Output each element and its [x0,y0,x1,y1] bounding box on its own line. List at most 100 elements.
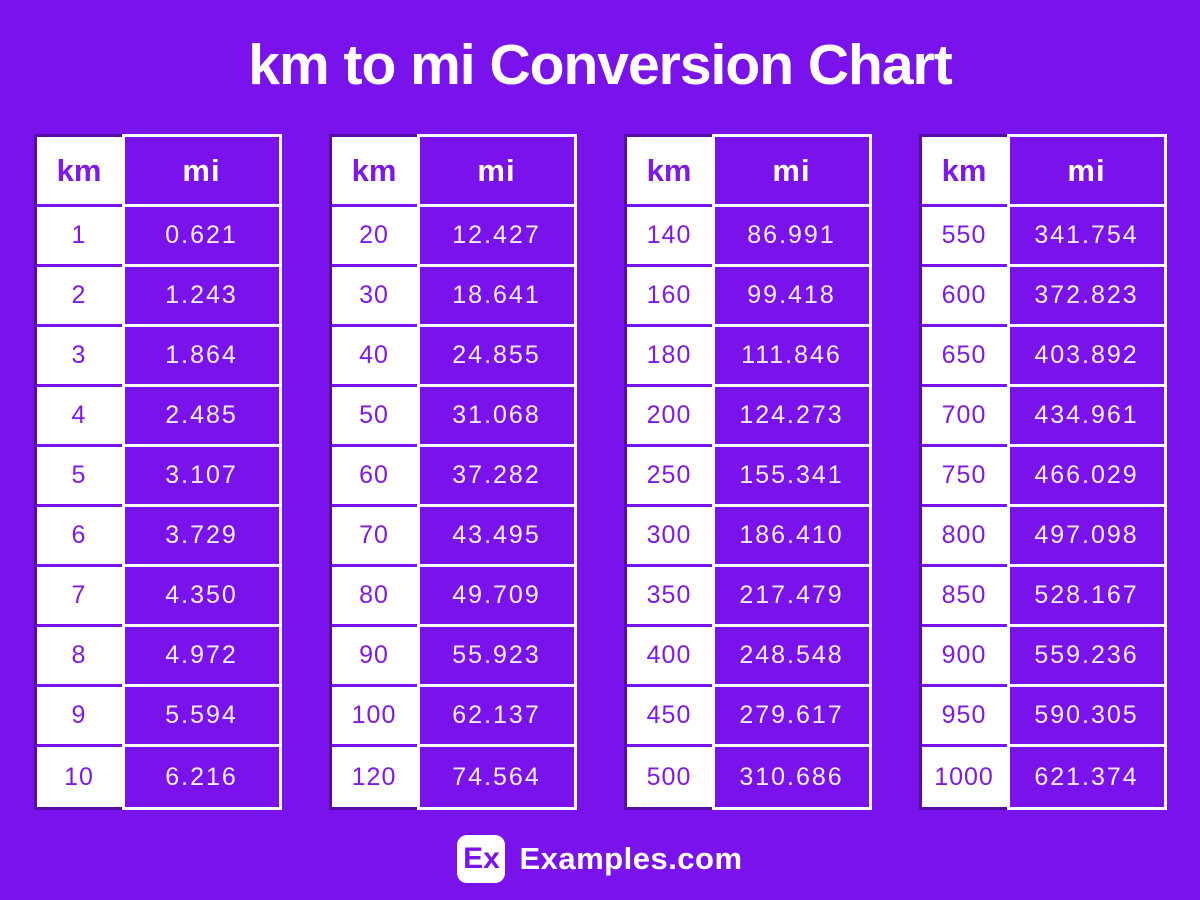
mi-value-cell: 248.548 [714,627,869,687]
km-value-cell: 1000 [934,762,994,791]
km-value-cell: 7 [36,567,122,627]
km-header: km [626,137,712,207]
km-value-cell: 800 [921,507,1007,567]
mi-value-cell: 111.846 [714,327,869,387]
mi-value-cell: 1.864 [124,327,279,387]
mi-value-cell: 372.823 [1009,267,1164,327]
mi-header: mi [124,137,279,207]
km-value-cell: 160 [626,267,712,327]
mi-value-cell: 279.617 [714,687,869,747]
km-value-cell: 600 [921,267,1007,327]
mi-value-cell: 49.709 [419,567,574,627]
mi-value-cell: 5.594 [124,687,279,747]
km-value-cell: 500 [646,762,692,791]
km-header: km [36,137,122,207]
examples-logo: Ex [457,835,506,883]
km-value-cell: 450 [626,687,712,747]
mi-value-cell: 24.855 [419,327,574,387]
km-value-cell: 20 [331,207,417,267]
km-value-cell: 550 [921,207,1007,267]
mi-value-cell: 497.098 [1009,507,1164,567]
km-value-cell: 700 [921,387,1007,447]
mi-value-cell: 3.107 [124,447,279,507]
mi-value-cell: 341.754 [1009,207,1164,267]
mi-value-cell: 621.374 [1034,762,1139,791]
km-value-cell: 6 [36,507,122,567]
km-value-cell: 8 [36,627,122,687]
conversion-table-2: km 20 30 40 50 60 70 80 90 100 120 mi 12.427 18.64… [328,134,577,810]
mi-value-cell: 528.167 [1009,567,1164,627]
mi-value-cell: 4.972 [124,627,279,687]
conversion-table-3: km 140 160 180 200 250 300 350 400 450 500 mi 86.… [623,134,872,810]
mi-value-cell: 12.427 [419,207,574,267]
mi-value-cell: 403.892 [1009,327,1164,387]
mi-value-cell: 1.243 [124,267,279,327]
footer-brand: Ex Examples.com [0,835,1200,883]
mi-value-cell: 155.341 [714,447,869,507]
mi-column: mi 0.621 1.243 1.864 2.485 3.107 3.729 4.350 4.… [121,134,282,810]
km-value-cell: 950 [921,687,1007,747]
km-value-cell: 200 [626,387,712,447]
km-value-cell: 5 [36,447,122,507]
mi-value-cell: 74.564 [452,762,541,791]
km-column: km 140 160 180 200 250 300 350 400 450 500 [623,134,712,810]
site-name: Examples.com [519,841,743,876]
mi-header: mi [714,137,869,207]
km-column: km 20 30 40 50 60 70 80 90 100 120 [328,134,417,810]
mi-value-cell: 124.273 [714,387,869,447]
km-column: km 1 2 3 4 5 6 7 8 9 10 [33,134,122,810]
tables-container: km 1 2 3 4 5 6 7 8 9 10 mi 0.621 1.243 1.864 2.485 3.… [0,134,1200,810]
mi-value-cell: 4.350 [124,567,279,627]
page-title: km to mi Conversion Chart [248,33,952,97]
km-value-cell: 3 [36,327,122,387]
mi-value-cell: 0.621 [124,207,279,267]
km-header: km [331,137,417,207]
mi-value-cell: 62.137 [419,687,574,747]
mi-column: mi 86.991 99.418 111.846 124.273 155.341 186.… [711,134,872,810]
mi-value-cell: 310.686 [739,762,844,791]
km-value-cell: 300 [626,507,712,567]
mi-header: mi [419,137,574,207]
mi-value-cell: 590.305 [1009,687,1164,747]
km-value-cell: 250 [626,447,712,507]
mi-value-cell: 186.410 [714,507,869,567]
mi-value-cell: 86.991 [714,207,869,267]
mi-value-cell: 466.029 [1009,447,1164,507]
km-value-cell: 140 [626,207,712,267]
mi-value-cell: 99.418 [714,267,869,327]
mi-value-cell: 31.068 [419,387,574,447]
conversion-table-1: km 1 2 3 4 5 6 7 8 9 10 mi 0.621 1.243 1.864 2.485 3.… [33,134,282,810]
conversion-table-4: km 550 600 650 700 750 800 850 900 950 1000 mi 34… [918,134,1167,810]
mi-value-cell: 18.641 [419,267,574,327]
km-value-cell: 750 [921,447,1007,507]
mi-value-cell: 55.923 [419,627,574,687]
mi-value-cell: 43.495 [419,507,574,567]
mi-header: mi [1009,137,1164,207]
mi-value-cell: 2.485 [124,387,279,447]
mi-value-cell: 6.216 [165,762,238,791]
km-value-cell: 70 [331,507,417,567]
km-value-cell: 90 [331,627,417,687]
km-value-cell: 180 [626,327,712,387]
km-value-cell: 40 [331,327,417,387]
mi-value-cell: 434.961 [1009,387,1164,447]
km-value-cell: 400 [626,627,712,687]
km-value-cell: 10 [64,762,94,791]
km-header: km [921,137,1007,207]
km-value-cell: 30 [331,267,417,327]
km-value-cell: 2 [36,267,122,327]
km-value-cell: 350 [626,567,712,627]
km-value-cell: 120 [351,762,397,791]
km-value-cell: 4 [36,387,122,447]
km-value-cell: 100 [331,687,417,747]
km-value-cell: 650 [921,327,1007,387]
km-value-cell: 9 [36,687,122,747]
km-value-cell: 60 [331,447,417,507]
km-value-cell: 900 [921,627,1007,687]
km-value-cell: 80 [331,567,417,627]
mi-value-cell: 3.729 [124,507,279,567]
km-value-cell: 50 [331,387,417,447]
mi-value-cell: 217.479 [714,567,869,627]
km-value-cell: 850 [921,567,1007,627]
